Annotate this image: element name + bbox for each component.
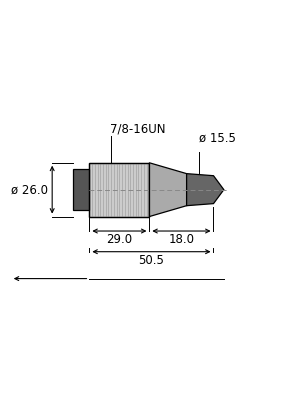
Text: ø 26.0: ø 26.0 [11, 183, 48, 196]
Polygon shape [187, 174, 224, 206]
Text: 18.0: 18.0 [168, 233, 194, 246]
Text: 29.0: 29.0 [106, 233, 132, 246]
Polygon shape [150, 163, 187, 216]
Text: 50.5: 50.5 [138, 254, 164, 267]
Polygon shape [89, 163, 150, 216]
Text: ø 15.5: ø 15.5 [199, 131, 236, 144]
Text: 7/8-16UN: 7/8-16UN [110, 123, 166, 136]
Polygon shape [73, 169, 89, 210]
